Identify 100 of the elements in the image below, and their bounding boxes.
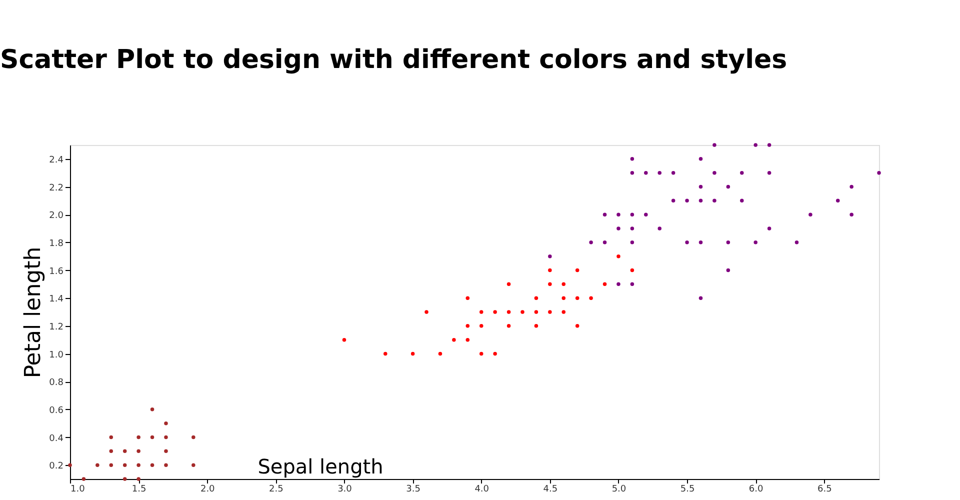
point — [850, 184, 854, 189]
point — [575, 324, 580, 328]
point — [767, 226, 772, 230]
point — [136, 477, 140, 481]
point — [726, 268, 730, 272]
point — [644, 212, 648, 216]
point — [164, 435, 168, 440]
point — [109, 463, 114, 467]
y-tick-label: 1.4 — [49, 294, 64, 305]
y-tick-label: 1.0 — [49, 350, 64, 360]
x-tick-label: 2.0 — [200, 484, 216, 494]
point — [562, 282, 566, 286]
point — [534, 310, 538, 314]
point — [685, 240, 689, 244]
point — [630, 282, 634, 286]
point — [548, 254, 552, 258]
x-tick-label: 3.0 — [338, 484, 352, 494]
point — [616, 282, 620, 286]
point — [575, 268, 580, 272]
point — [136, 435, 140, 440]
point — [493, 310, 497, 314]
point — [109, 435, 114, 440]
point — [534, 324, 538, 328]
point — [562, 296, 566, 300]
point — [877, 170, 881, 175]
point — [836, 198, 840, 203]
point — [698, 184, 703, 189]
x-tick-label: 6.0 — [748, 484, 764, 494]
point — [506, 310, 511, 314]
point — [424, 310, 428, 314]
point — [534, 296, 538, 300]
point — [658, 170, 662, 175]
point — [452, 338, 456, 342]
point — [589, 240, 593, 244]
point — [493, 352, 497, 356]
point — [712, 170, 716, 175]
point — [164, 463, 168, 467]
point — [602, 212, 607, 216]
point — [630, 226, 634, 230]
point — [740, 198, 744, 203]
point — [192, 463, 196, 467]
point — [164, 421, 168, 426]
point — [726, 240, 730, 244]
y-tick-label: 2.4 — [49, 155, 64, 166]
y-tick-label: 0.8 — [49, 378, 64, 388]
point — [698, 157, 703, 161]
y-tick-label: 0.6 — [49, 406, 64, 416]
point — [630, 268, 634, 272]
point — [136, 449, 140, 454]
point — [671, 198, 676, 203]
point — [438, 352, 442, 356]
point — [602, 282, 607, 286]
point — [164, 449, 168, 454]
point — [630, 157, 634, 161]
point — [726, 184, 730, 189]
point — [630, 170, 634, 175]
point — [602, 240, 607, 244]
x-tick-label: 6.5 — [817, 484, 832, 494]
point — [506, 282, 511, 286]
x-tick-label: 5.0 — [612, 484, 626, 494]
point — [479, 310, 484, 314]
point — [520, 310, 524, 314]
point — [466, 296, 470, 300]
point — [150, 408, 154, 412]
point — [712, 143, 716, 147]
y-tick-label: 0.2 — [49, 462, 64, 472]
point — [767, 143, 772, 147]
x-tick-label: 3.5 — [406, 484, 420, 494]
point — [548, 268, 552, 272]
y-tick-label: 2.2 — [49, 183, 64, 194]
y-tick-label: 1.6 — [49, 266, 64, 277]
point — [658, 226, 662, 230]
point — [466, 338, 470, 342]
point — [479, 352, 484, 356]
point — [685, 198, 689, 203]
point — [122, 449, 127, 454]
point — [384, 352, 388, 356]
point — [562, 310, 566, 314]
point — [342, 338, 346, 342]
point — [616, 212, 620, 216]
point — [575, 296, 580, 300]
point — [616, 254, 620, 258]
point — [644, 170, 648, 175]
x-tick-label: 2.5 — [269, 484, 284, 494]
point — [630, 212, 634, 216]
x-tick-label: 4.0 — [474, 484, 490, 494]
point — [122, 477, 127, 481]
point — [466, 324, 470, 328]
x-tick-label: 1.0 — [70, 484, 86, 494]
point — [712, 198, 716, 203]
point — [808, 212, 812, 216]
y-axis-title: Petal length — [21, 246, 46, 378]
point — [96, 463, 100, 467]
point — [82, 477, 86, 481]
point — [754, 143, 758, 147]
point — [671, 170, 676, 175]
point — [122, 463, 127, 467]
point — [109, 449, 114, 454]
point — [410, 352, 415, 356]
point — [754, 240, 758, 244]
